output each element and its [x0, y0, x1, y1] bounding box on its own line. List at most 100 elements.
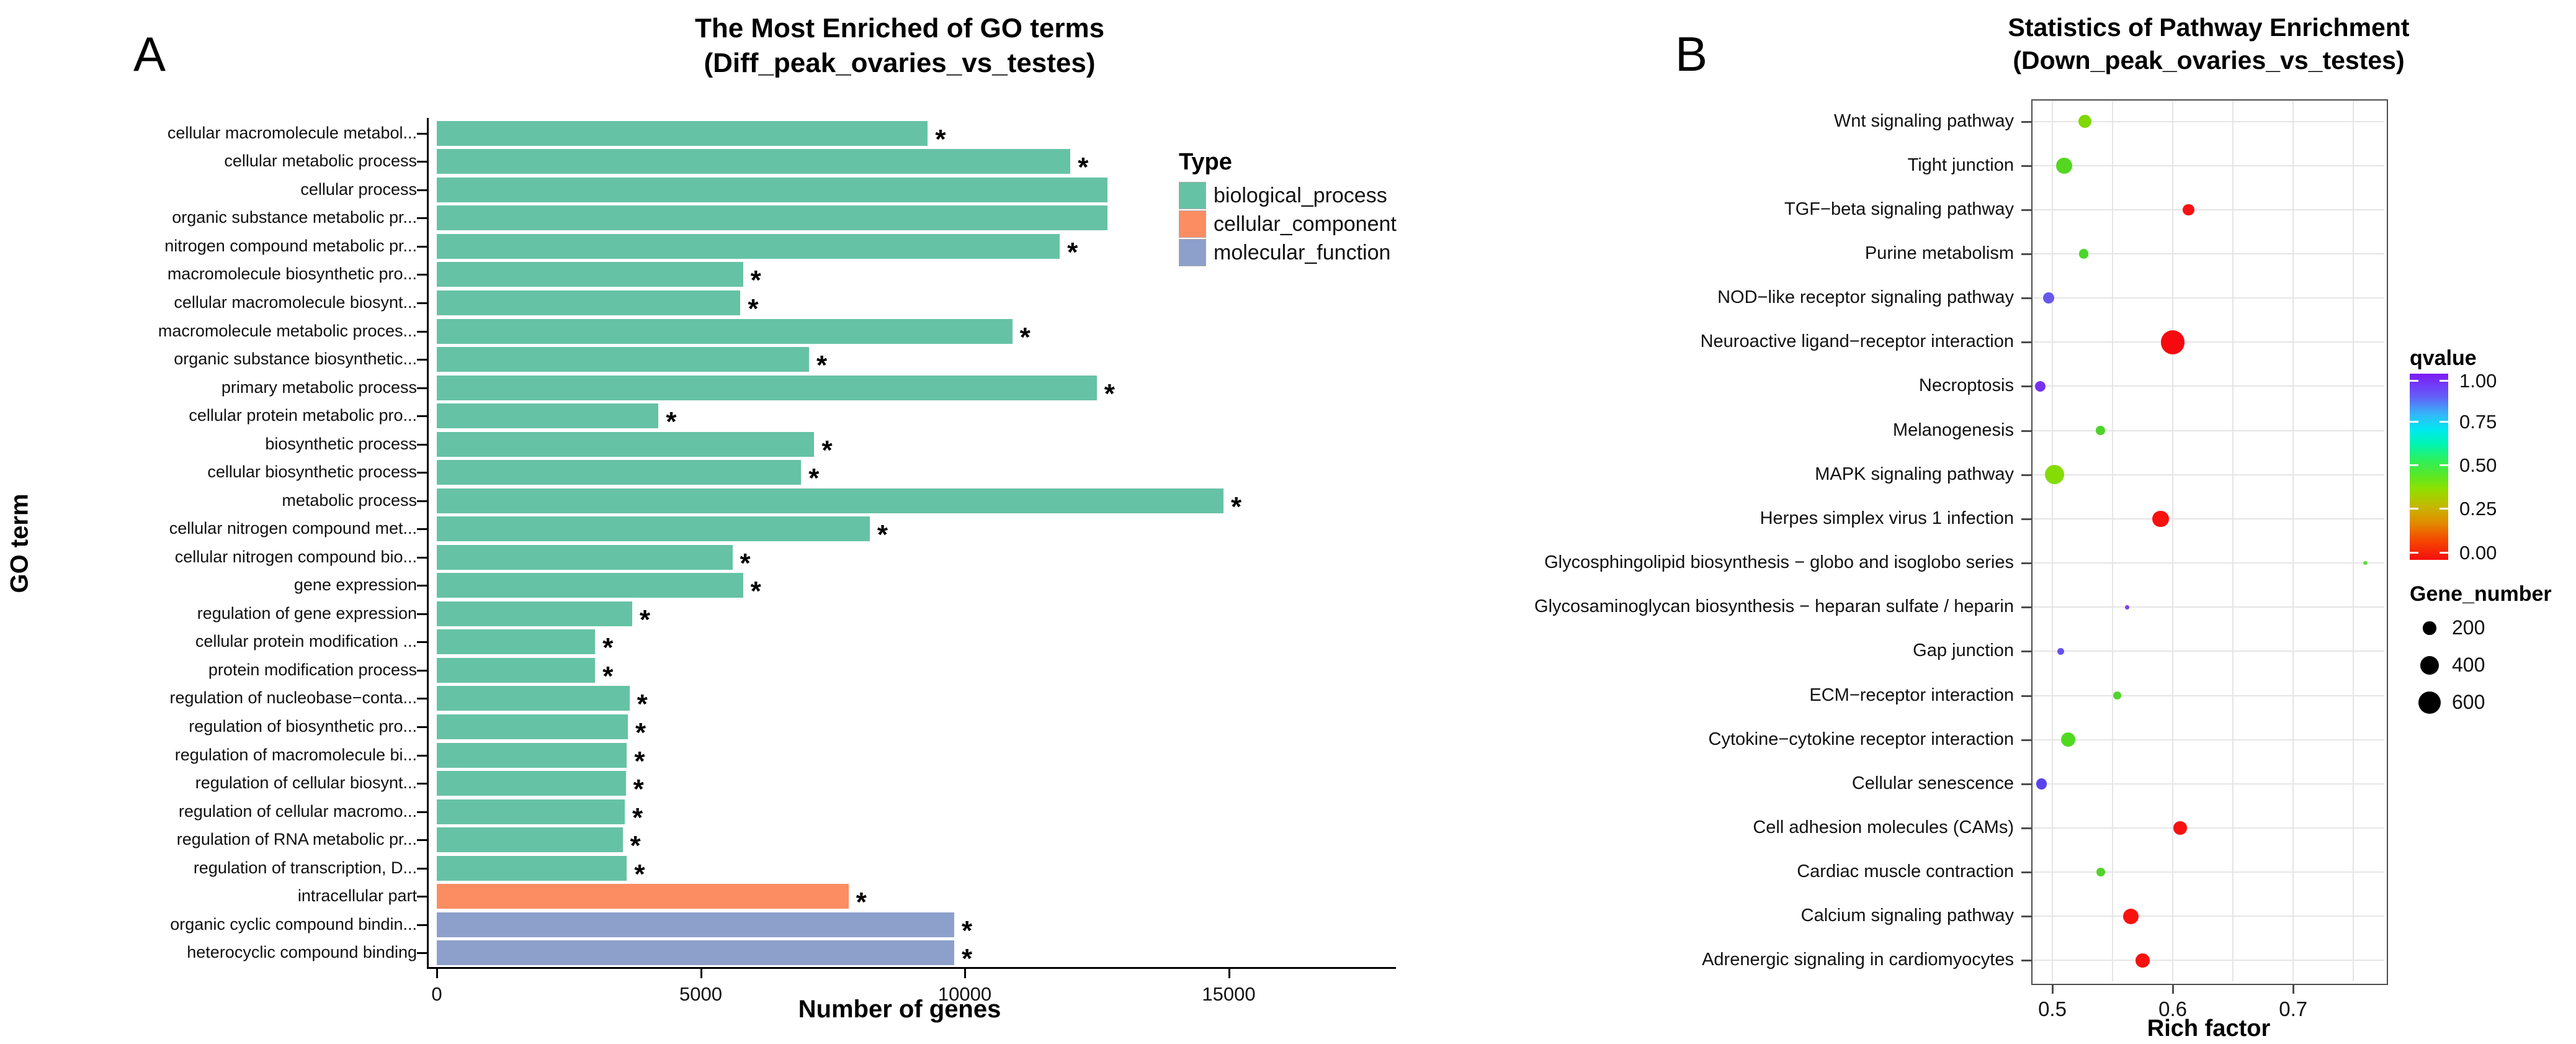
y-axis-tick: [2021, 297, 2031, 300]
horizontal-gridline: [2033, 827, 2384, 829]
horizontal-gridline: [2033, 297, 2384, 299]
significance-asterisk: *: [632, 802, 643, 833]
data-point: [2078, 114, 2092, 128]
x-axis-tick: [700, 967, 702, 978]
significance-asterisk: *: [1019, 322, 1031, 353]
pathway-label: ECM−receptor interaction: [1809, 685, 2014, 705]
bar: [437, 460, 802, 485]
bar: [437, 742, 627, 768]
significance-asterisk: *: [750, 576, 761, 607]
significance-asterisk: *: [750, 265, 761, 296]
y-axis-tick: [2021, 650, 2031, 653]
data-point: [2124, 605, 2129, 610]
y-axis-tick: [417, 952, 427, 955]
pathway-label: Tight junction: [1907, 155, 2014, 175]
go-term-label: primary metabolic process: [221, 377, 417, 397]
pathway-label: Gap junction: [1913, 641, 2014, 661]
legend-item-label: cellular_component: [1214, 212, 1397, 236]
horizontal-gridline: [2033, 209, 2384, 210]
x-axis-tick: [2172, 984, 2175, 994]
size-legend-dot: [2423, 621, 2436, 635]
y-axis-tick: [417, 754, 427, 757]
panel-b-letter: B: [1675, 27, 1708, 81]
y-axis-tick: [2021, 783, 2031, 785]
legend-swatch: [1179, 239, 1206, 266]
qvalue-tick-label: 0.50: [2459, 454, 2497, 476]
bar: [437, 149, 1071, 174]
pathway-label: MAPK signaling pathway: [1815, 464, 2014, 484]
significance-asterisk: *: [602, 660, 614, 691]
x-axis-tick-label: 0.5: [2038, 997, 2067, 1020]
panel-b-x-axis-title: Rich factor: [2147, 1015, 2271, 1042]
bar: [437, 431, 815, 457]
x-axis-tick-label: 0: [431, 983, 442, 1005]
y-axis-tick: [417, 387, 427, 389]
horizontal-gridline: [2033, 960, 2384, 961]
qvalue-legend-title: qvalue: [2410, 346, 2477, 370]
gene-number-legend-title: Gene_number: [2410, 582, 2552, 606]
qvalue-tick-mark: [2410, 552, 2418, 554]
horizontal-gridline: [2033, 562, 2384, 564]
bar: [437, 544, 733, 570]
y-axis-tick: [2021, 385, 2031, 388]
significance-asterisk: *: [877, 520, 888, 551]
qvalue-tick-label: 0.00: [2459, 542, 2497, 564]
bar: [437, 686, 630, 711]
go-term-label: organic substance biosynthetic...: [174, 349, 417, 369]
y-axis-tick: [2021, 916, 2031, 918]
x-axis-tick-label: 15000: [1202, 983, 1256, 1005]
y-axis-tick: [417, 330, 427, 333]
go-term-label: regulation of transcription, D...: [193, 858, 417, 877]
go-term-label: cellular process: [300, 179, 417, 199]
panel-a-legend: Type biological_process cellular_componen…: [1179, 149, 1439, 266]
legend-swatch: [1179, 182, 1206, 209]
bar: [437, 629, 596, 655]
y-axis-tick: [417, 867, 427, 870]
pathway-label: Neuroactive ligand−receptor interaction: [1700, 331, 2014, 352]
go-term-label: gene expression: [293, 575, 417, 595]
y-axis-tick: [417, 189, 427, 191]
data-point: [2122, 908, 2139, 924]
vertical-gridline: [2232, 101, 2234, 981]
gene-number-legend: Gene_number 200 400 600: [2410, 582, 2576, 714]
horizontal-gridline: [2033, 783, 2384, 785]
significance-asterisk: *: [1078, 152, 1089, 183]
panel-a-letter: A: [133, 27, 166, 81]
qvalue-tick-label: 0.25: [2459, 497, 2497, 520]
panel-a-title: The Most Enriched of GO terms (Diff_peak…: [515, 11, 1284, 81]
y-axis-tick: [2021, 474, 2031, 476]
panel-b-title-line2: (Down_peak_ovaries_vs_testes): [2013, 46, 2405, 74]
go-term-label: regulation of macromolecule bi...: [174, 745, 417, 764]
size-legend-dot: [2418, 691, 2441, 714]
bar: [437, 601, 632, 626]
significance-asterisk: *: [630, 830, 641, 862]
go-term-label: nitrogen compound metabolic pr...: [164, 236, 417, 255]
significance-asterisk: *: [634, 858, 645, 889]
panel-a-title-line1: The Most Enriched of GO terms: [694, 13, 1105, 43]
y-axis-tick: [417, 500, 427, 502]
data-point: [2036, 778, 2047, 790]
y-axis-tick: [417, 613, 427, 615]
go-term-label: regulation of gene expression: [197, 603, 417, 623]
y-axis-tick: [2021, 209, 2031, 211]
data-point: [2045, 465, 2065, 485]
go-term-label: cellular protein modification ...: [195, 632, 417, 651]
qvalue-tick-mark: [2410, 464, 2418, 466]
go-term-label: macromolecule metabolic proces...: [158, 321, 417, 340]
y-axis-tick: [2021, 960, 2031, 962]
go-term-label: cellular nitrogen compound bio...: [174, 547, 417, 566]
qvalue-tick-mark: [2410, 421, 2418, 423]
x-axis-tick-label: 5000: [679, 983, 722, 1005]
significance-asterisk: *: [602, 632, 614, 664]
significance-asterisk: *: [856, 887, 867, 918]
y-axis-tick: [2021, 606, 2031, 609]
y-axis-tick: [417, 415, 427, 418]
horizontal-gridline: [2033, 739, 2384, 740]
go-term-label: metabolic process: [282, 490, 417, 510]
y-axis-tick: [417, 896, 427, 898]
data-point: [2043, 292, 2055, 304]
horizontal-gridline: [2033, 253, 2384, 255]
bar: [437, 799, 625, 824]
qvalue-tick-mark: [2440, 421, 2448, 423]
bar: [437, 403, 659, 429]
